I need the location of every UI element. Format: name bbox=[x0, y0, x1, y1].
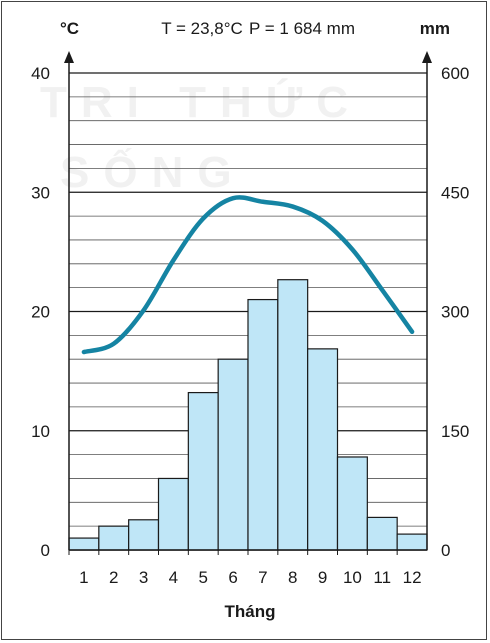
left-tick-label: 40 bbox=[31, 64, 50, 83]
left-axis-arrow bbox=[64, 51, 74, 63]
right-axis-arrow bbox=[422, 51, 432, 63]
precipitation-bar-2 bbox=[98, 525, 130, 551]
left-tick-label: 0 bbox=[41, 541, 50, 560]
precipitation-bar-1 bbox=[68, 537, 100, 551]
watermark-top: TRI THỨC bbox=[40, 78, 363, 127]
x-axis-title: Tháng bbox=[225, 602, 276, 621]
right-tick-label: 450 bbox=[441, 183, 469, 202]
left-tick-label: 10 bbox=[31, 422, 50, 441]
month-label-9: 9 bbox=[318, 568, 327, 587]
month-label-4: 4 bbox=[169, 568, 178, 587]
precipitation-bar-5 bbox=[187, 391, 219, 551]
left-tick-label: 30 bbox=[31, 183, 50, 202]
temperature-summary: T = 23,8°C bbox=[161, 19, 243, 38]
right-tick-label: 150 bbox=[441, 422, 469, 441]
right-tick-label: 300 bbox=[441, 303, 469, 322]
month-label-3: 3 bbox=[139, 568, 148, 587]
precipitation-summary: P = 1 684 mm bbox=[249, 19, 355, 38]
temperature-line bbox=[81, 195, 415, 355]
right-axis-unit: mm bbox=[420, 19, 450, 38]
month-label-6: 6 bbox=[228, 568, 237, 587]
precipitation-bar-11 bbox=[366, 516, 398, 551]
month-label-8: 8 bbox=[288, 568, 297, 587]
month-label-11: 11 bbox=[373, 568, 391, 587]
precipitation-bar-4 bbox=[157, 477, 189, 551]
month-label-10: 10 bbox=[343, 568, 362, 587]
precipitation-bar-6 bbox=[217, 358, 249, 551]
month-label-2: 2 bbox=[109, 568, 118, 587]
month-label-5: 5 bbox=[199, 568, 208, 587]
right-tick-label: 600 bbox=[441, 64, 469, 83]
precipitation-bar-10 bbox=[336, 456, 368, 551]
right-tick-label: 0 bbox=[441, 541, 450, 560]
left-tick-label: 20 bbox=[31, 303, 50, 322]
month-label-7: 7 bbox=[258, 568, 267, 587]
precipitation-bar-3 bbox=[128, 519, 160, 551]
left-axis-unit: °C bbox=[60, 19, 79, 38]
watermark-bottom: SỐNG bbox=[60, 148, 246, 197]
precipitation-bar-12 bbox=[396, 533, 428, 551]
precipitation-bar-7 bbox=[247, 298, 279, 551]
month-label-12: 12 bbox=[403, 568, 422, 587]
precipitation-bar-9 bbox=[307, 348, 339, 551]
month-label-1: 1 bbox=[79, 568, 88, 587]
precipitation-bar-8 bbox=[277, 279, 309, 551]
axes bbox=[64, 51, 432, 555]
precipitation-bars bbox=[68, 279, 428, 551]
